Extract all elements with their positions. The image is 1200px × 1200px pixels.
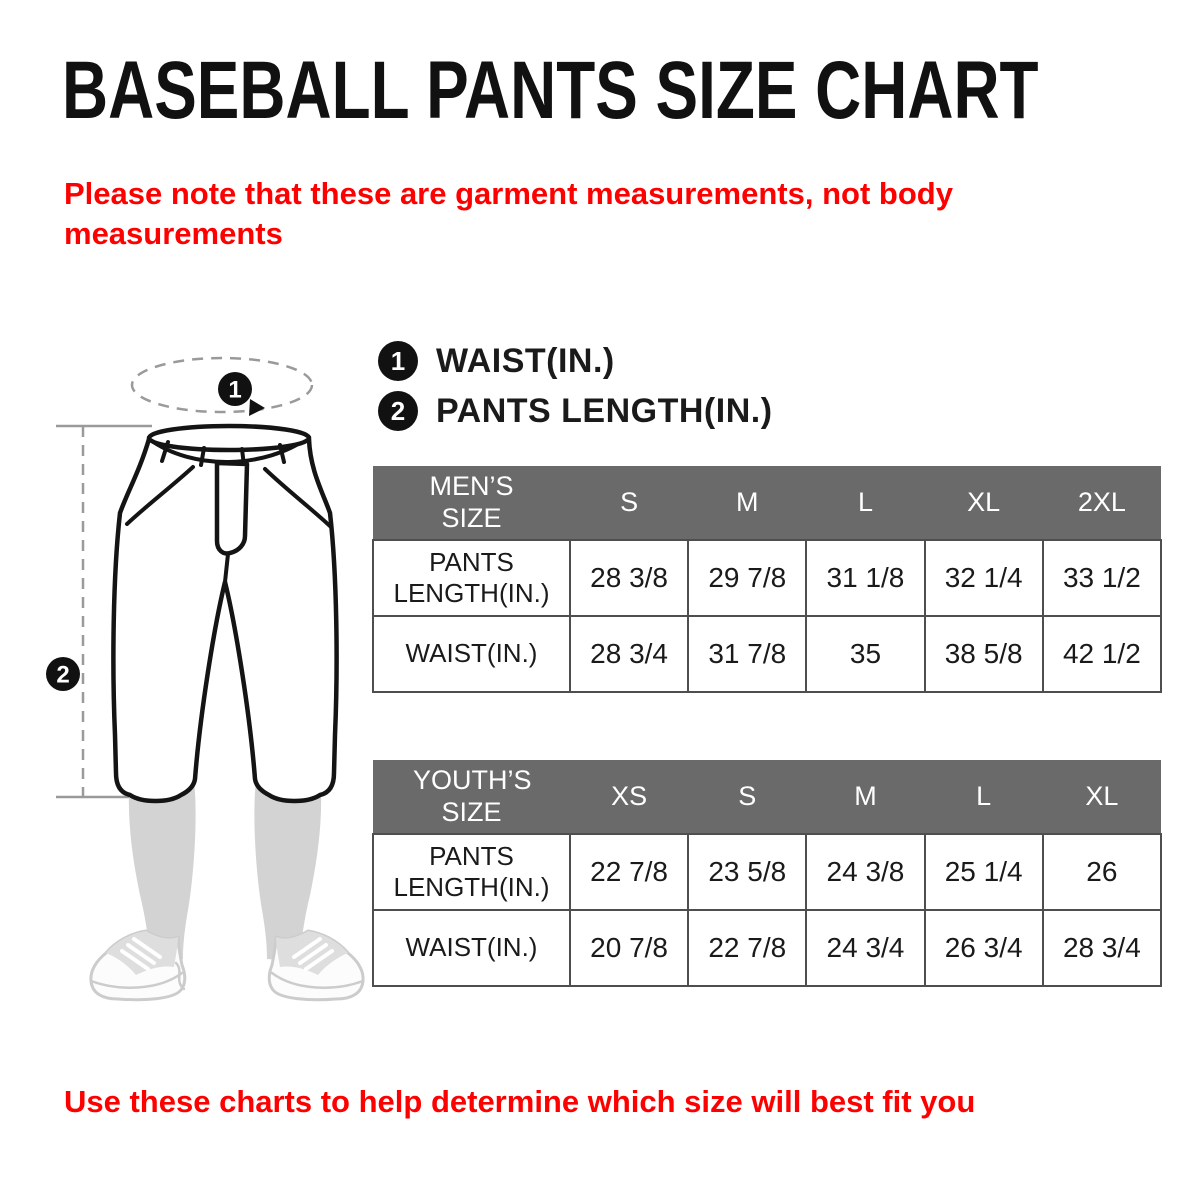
left-shoe-laces xyxy=(120,937,162,971)
size-value-cell: 28 3/8 xyxy=(568,539,690,617)
youths-size-col-xs: XS xyxy=(570,760,689,834)
crotch-seam xyxy=(223,552,230,584)
size-value-cell: 35 xyxy=(805,615,926,693)
garment-measurement-note: Please note that these are garment measu… xyxy=(64,176,953,251)
mens-size-col-l: L xyxy=(806,466,925,540)
diagram-marker-1-icon: 1 xyxy=(218,372,252,406)
youths-table-title: YOUTH’S SIZE xyxy=(373,760,570,834)
diagram-marker-2-icon: 2 xyxy=(46,657,80,691)
size-value-cell: 31 1/8 xyxy=(805,539,926,617)
left-pocket-seam xyxy=(125,465,195,526)
svg-text:2: 2 xyxy=(56,662,69,689)
measurement-legend: 1 WAIST(IN.) 2 PANTS LENGTH(IN.) xyxy=(378,341,773,431)
left-sock xyxy=(128,781,196,961)
mens-size-col-2xl: 2XL xyxy=(1042,466,1161,540)
marker-1-icon: 1 xyxy=(378,341,418,381)
size-value-cell: 26 3/4 xyxy=(923,909,1044,987)
mens-header-row: MEN’S SIZE S M L XL 2XL xyxy=(373,466,1161,540)
youths-waist-row: WAIST(IN.) 20 7/8 22 7/8 24 3/4 26 3/4 2… xyxy=(372,909,1163,987)
mens-pants-length-row: PANTS LENGTH(IN.) 28 3/8 29 7/8 31 1/8 3… xyxy=(372,539,1163,617)
legend-label-waist: WAIST(IN.) xyxy=(436,341,615,380)
left-shoe-sole-line xyxy=(89,971,184,989)
mens-size-col-xl: XL xyxy=(924,466,1043,540)
row-label: PANTS LENGTH(IN.) xyxy=(372,833,571,911)
waist-guide-arrow-icon xyxy=(249,399,265,416)
youths-size-col-xl: XL xyxy=(1042,760,1161,834)
youths-header-row: YOUTH’S SIZE XS S M L XL xyxy=(373,760,1161,834)
row-label: WAIST(IN.) xyxy=(372,615,571,693)
footer-note: Use these charts to help determine which… xyxy=(64,1084,976,1119)
left-shoe-lace-end xyxy=(174,961,186,991)
mens-table-title: MEN’S SIZE xyxy=(373,466,570,540)
youths-pants-length-row: PANTS LENGTH(IN.) 22 7/8 23 5/8 24 3/8 2… xyxy=(372,833,1163,911)
youths-size-table: YOUTH’S SIZE XS S M L XL PANTS LENGTH(IN… xyxy=(372,760,1163,987)
size-value-cell: 28 3/4 xyxy=(568,615,690,693)
youths-size-col-s: S xyxy=(688,760,807,834)
marker-2-icon: 2 xyxy=(378,391,418,431)
waist-guide-dashed-ellipse xyxy=(130,356,314,414)
waistband-top-opening xyxy=(146,423,312,453)
size-value-cell: 31 7/8 xyxy=(687,615,808,693)
size-value-cell: 38 5/8 xyxy=(923,615,1044,693)
size-value-cell: 25 1/4 xyxy=(923,833,1044,911)
right-shoe-sole-line xyxy=(270,971,365,989)
pants-outline xyxy=(111,436,339,804)
size-value-cell: 24 3/8 xyxy=(805,833,926,911)
youths-size-col-l: L xyxy=(924,760,1043,834)
size-value-cell: 33 1/2 xyxy=(1041,539,1163,617)
size-value-cell: 26 xyxy=(1041,833,1163,911)
page-title: BASEBALL PANTS SIZE CHART xyxy=(62,44,1039,137)
right-pocket-seam xyxy=(263,467,333,529)
fly-placket xyxy=(214,460,250,556)
right-sock xyxy=(254,781,322,961)
baseball-pants-illustration: 1 2 xyxy=(46,356,365,1002)
legend-item-waist: 1 WAIST(IN.) xyxy=(378,341,773,381)
size-value-cell: 32 1/4 xyxy=(923,539,1044,617)
size-value-cell: 23 5/8 xyxy=(687,833,808,911)
size-value-cell: 29 7/8 xyxy=(687,539,808,617)
size-value-cell: 22 7/8 xyxy=(568,833,690,911)
size-value-cell: 28 3/4 xyxy=(1041,909,1163,987)
legend-label-pants-length: PANTS LENGTH(IN.) xyxy=(436,391,773,430)
mens-size-table: MEN’S SIZE S M L XL 2XL PANTS LENGTH(IN.… xyxy=(372,466,1163,693)
legend-item-pants-length: 2 PANTS LENGTH(IN.) xyxy=(378,391,773,431)
size-value-cell: 20 7/8 xyxy=(568,909,690,987)
youths-size-col-m: M xyxy=(806,760,925,834)
size-value-cell: 42 1/2 xyxy=(1041,615,1163,693)
svg-text:1: 1 xyxy=(228,377,241,404)
mens-size-col-m: M xyxy=(688,466,807,540)
size-value-cell: 22 7/8 xyxy=(687,909,808,987)
row-label: WAIST(IN.) xyxy=(372,909,571,987)
right-shoe-laces xyxy=(292,937,334,971)
size-value-cell: 24 3/4 xyxy=(805,909,926,987)
mens-size-col-s: S xyxy=(570,466,689,540)
mens-waist-row: WAIST(IN.) 28 3/4 31 7/8 35 38 5/8 42 1/… xyxy=(372,615,1163,693)
row-label: PANTS LENGTH(IN.) xyxy=(372,539,571,617)
